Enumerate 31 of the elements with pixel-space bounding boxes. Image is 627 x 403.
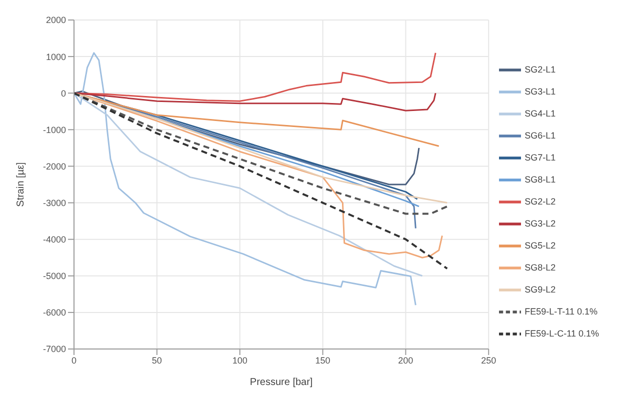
x-tick-label: 100 [232,355,248,366]
y-tick-label: -2000 [42,161,66,172]
y-axis-title: Strain [µε] [16,162,27,207]
legend-label: SG4-L1 [524,108,556,118]
legend-label: FE59-L-C-11 0.1% [524,328,599,338]
x-tick-label: 50 [152,355,162,366]
legend-label: SG3-L2 [524,218,556,228]
legend-label: SG2-L2 [524,196,556,206]
y-tick-label: 0 [60,88,66,98]
x-tick-label: 250 [481,355,496,366]
y-tick-label: -1000 [42,124,66,135]
y-tick-label: -6000 [42,308,66,318]
y-tick-label: -3000 [42,198,66,208]
legend-label: SG6-L1 [524,130,556,140]
legend-label: SG2-L1 [524,64,556,74]
y-tick-label: 1000 [46,52,66,62]
legend-label: SG8-L2 [524,262,556,272]
x-tick-label: 200 [398,355,414,366]
legend-label: SG5-L2 [524,240,556,250]
legend-label: FE59-L-T-11 0.1% [524,306,598,316]
legend-label: SG9-L2 [524,284,556,294]
x-tick-label: 150 [315,355,330,366]
y-tick-label: -7000 [42,344,66,354]
y-tick-label: -5000 [42,271,66,282]
legend-label: SG3-L1 [524,86,556,96]
y-tick-label: -4000 [42,234,66,245]
x-tick-label: 0 [71,355,77,366]
legend-label: SG8-L1 [524,174,556,184]
y-tick-label: 2000 [46,15,66,26]
legend-label: SG7-L1 [524,152,556,162]
x-axis-title: Pressure [bar] [250,377,313,388]
